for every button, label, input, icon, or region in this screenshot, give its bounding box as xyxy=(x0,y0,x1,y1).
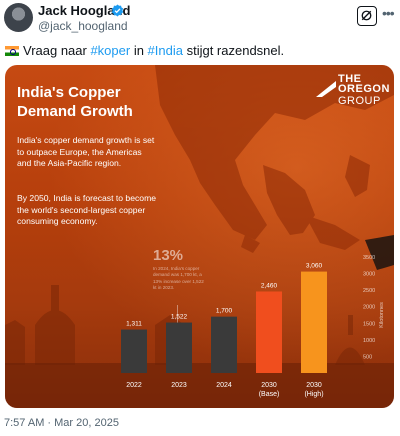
tweet-text: Vraag naar #koper in #India stijgt razen… xyxy=(5,43,284,58)
copper-demand-bar-chart: 1,311 2022 1,522 2023 1,700 2024 2,460 2030 (Bas… xyxy=(121,255,385,398)
oregon-group-logo-mark xyxy=(316,81,336,97)
chart-ytick-label-5: 2500 xyxy=(363,288,375,294)
chart-category-label-1-0: 2023 xyxy=(171,382,187,389)
verified-badge-icon xyxy=(111,4,124,17)
infographic-paragraph-1: India's copper demand growth is set to o… xyxy=(17,135,155,168)
logo-text-the: THE xyxy=(338,73,362,85)
chart-category-label-3-0: 2030 xyxy=(261,382,277,389)
chart-category-label-2-0: 2024 xyxy=(216,382,232,389)
infographic-title-line2: Demand Growth xyxy=(17,103,133,120)
chart-ytick-label-2: 1000 xyxy=(363,338,375,344)
tweet-text-mid: in xyxy=(130,43,148,58)
growth-percent-note: 13% xyxy=(153,247,184,264)
growth-note-text: In 2024, India's copper demand was 1,700… xyxy=(153,266,204,291)
logo-text-group: GROUP xyxy=(338,95,381,107)
infographic-title-line1: India's Copper xyxy=(17,84,121,101)
logo-text-oregon: OREGON xyxy=(338,83,390,95)
chart-bar-3 xyxy=(256,291,282,373)
oregon-group-logo: THE OREGON GROUP xyxy=(310,73,390,107)
infographic-title: India's Copper Demand Growth xyxy=(17,83,187,121)
infographic-paragraph-2: By 2050, India is forecast to become the… xyxy=(17,193,157,226)
chart-ytick-label-4: 2000 xyxy=(363,305,375,311)
chart-bar-1 xyxy=(166,322,192,373)
hashtag-india[interactable]: #India xyxy=(147,43,183,58)
chart-value-label-2: 1,700 xyxy=(216,308,233,315)
avatar[interactable] xyxy=(4,3,33,32)
chart-ytick-label-3: 1500 xyxy=(363,321,375,327)
chart-value-label-4: 3,060 xyxy=(306,263,323,270)
tweet-header: Jack Hoogland @jack_hoogland ••• xyxy=(0,0,400,40)
author-handle[interactable]: @jack_hoogland xyxy=(38,19,128,33)
tweet-text-suffix: stijgt razendsnel. xyxy=(182,43,285,58)
more-dots-icon[interactable]: ••• xyxy=(382,5,395,21)
chart-value-label-3: 2,460 xyxy=(261,282,278,289)
asia-map-background xyxy=(155,65,394,270)
india-flag-icon xyxy=(5,46,19,56)
grok-icon[interactable] xyxy=(357,6,377,26)
chart-category-label-3-1: (Base) xyxy=(259,391,280,398)
chart-bar-2 xyxy=(211,316,237,373)
chart-ytick-label-7: 3500 xyxy=(363,255,375,261)
chart-category-label-0-0: 2022 xyxy=(126,382,142,389)
chart-value-label-0: 1,311 xyxy=(126,321,142,328)
chart-bar-4 xyxy=(301,271,327,373)
tweet-timestamp[interactable]: 7:57 AM · Mar 20, 2025 xyxy=(4,417,119,429)
chart-ytick-label-1: 500 xyxy=(363,354,372,360)
tweet-text-prefix: Vraag naar xyxy=(23,43,91,58)
tweet-media-image[interactable]: India's Copper Demand Growth India's cop… xyxy=(5,65,394,408)
chart-ytick-label-6: 3000 xyxy=(363,272,375,278)
chart-value-label-1: 1,522 xyxy=(171,314,188,321)
hashtag-koper[interactable]: #koper xyxy=(90,43,131,58)
author-name[interactable]: Jack Hoogland xyxy=(38,3,131,18)
chart-category-label-4-0: 2030 xyxy=(306,382,322,389)
chart-category-label-4-1: (High) xyxy=(304,391,323,398)
chart-bar-0 xyxy=(121,329,147,373)
chart-ylabel: Kilotonnes xyxy=(379,302,385,328)
